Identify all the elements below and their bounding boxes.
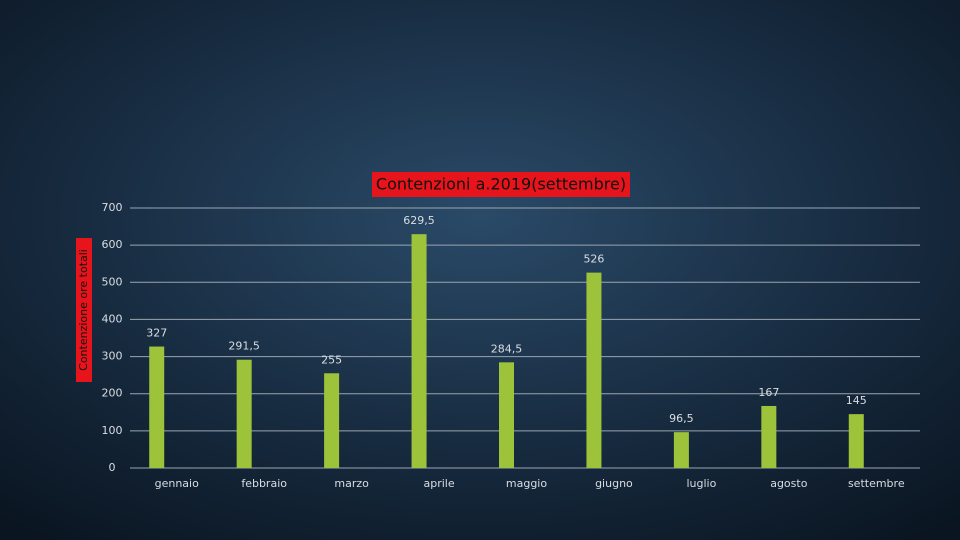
y-tick-label: 500 bbox=[102, 275, 123, 288]
x-tick-label: febbraio bbox=[241, 477, 287, 490]
y-tick-label: 400 bbox=[102, 312, 123, 325]
y-tick-label: 700 bbox=[102, 201, 123, 214]
x-tick-label: settembre bbox=[848, 477, 905, 490]
y-tick-label: 200 bbox=[102, 387, 123, 400]
value-label: 526 bbox=[583, 253, 604, 266]
x-tick-label: luglio bbox=[686, 477, 716, 490]
value-label: 145 bbox=[846, 394, 867, 407]
value-label: 327 bbox=[146, 327, 167, 340]
y-tick-label: 100 bbox=[102, 424, 123, 437]
bar bbox=[236, 359, 252, 468]
x-tick-label: giugno bbox=[595, 477, 633, 490]
x-tick-label: agosto bbox=[770, 477, 807, 490]
bar bbox=[848, 414, 864, 468]
value-label: 167 bbox=[758, 386, 779, 399]
value-label: 629,5 bbox=[403, 214, 435, 227]
bar bbox=[411, 234, 427, 468]
y-tick-label: 600 bbox=[102, 238, 123, 251]
x-tick-label: gennaio bbox=[155, 477, 199, 490]
value-label: 96,5 bbox=[669, 412, 694, 425]
y-tick-label: 0 bbox=[109, 461, 116, 474]
title-box bbox=[372, 172, 630, 197]
value-label: 291,5 bbox=[228, 340, 260, 353]
chart-title: Contenzioni a.2019(settembre) bbox=[376, 175, 626, 194]
bar bbox=[673, 432, 689, 468]
bar bbox=[149, 346, 165, 468]
x-tick-label: marzo bbox=[334, 477, 369, 490]
value-label: 284,5 bbox=[491, 342, 523, 355]
bar bbox=[586, 272, 602, 468]
value-label: 255 bbox=[321, 353, 342, 366]
x-tick-label: aprile bbox=[423, 477, 454, 490]
y-axis-label: Contenzione ore totali bbox=[77, 249, 90, 371]
y-tick-label: 300 bbox=[102, 350, 123, 363]
x-tick-label: maggio bbox=[506, 477, 547, 490]
bar bbox=[324, 373, 340, 468]
y-label-box bbox=[76, 238, 92, 382]
bar bbox=[761, 405, 777, 468]
bar bbox=[499, 362, 514, 468]
